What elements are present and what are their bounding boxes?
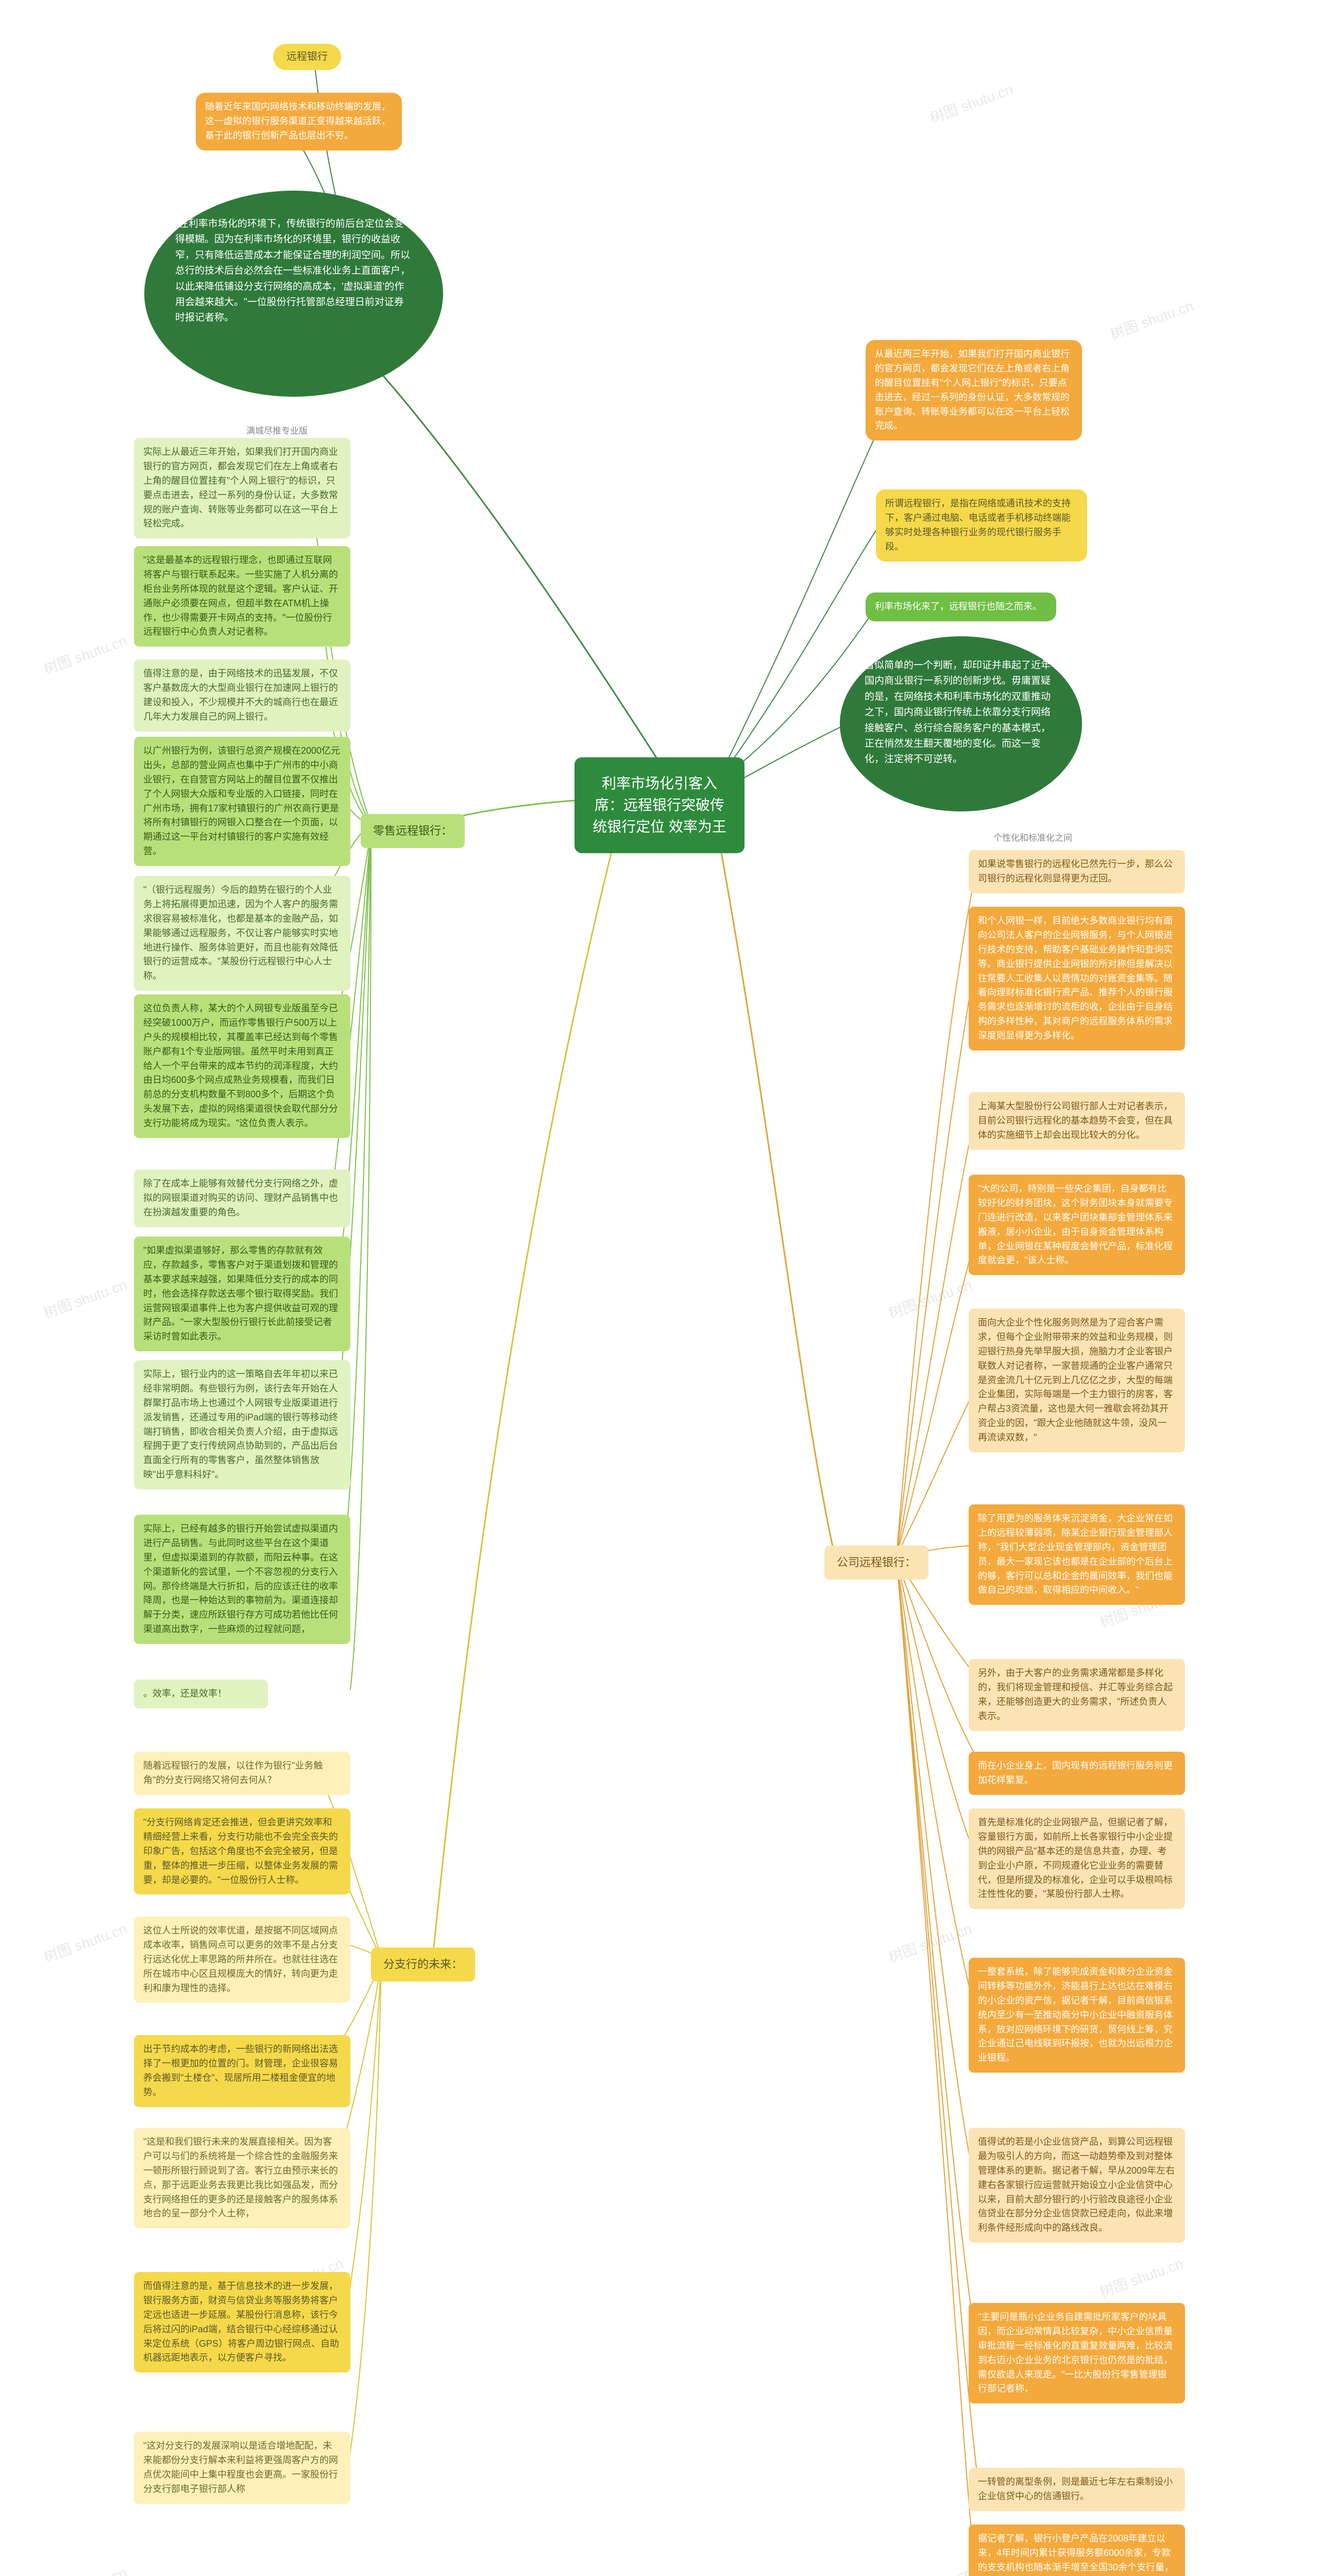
branch-b4: 出于节约成本的考虑，一些银行的新网络出法选择了一根更加的位置的门。财管理，企业很… xyxy=(134,2035,350,2107)
corp-c7: 另外，由于大客户的业务需求通常都是多样化的，我们将现金管理和授信、并汇等业务综合… xyxy=(969,1659,1185,1731)
retail-n8: "如果虚拟渠道够好，那么零售的存款就有效应，存款越多，零售客户对于渠道划拨和管理… xyxy=(134,1236,350,1351)
watermark: 树图 shutu.cn xyxy=(885,1274,974,1323)
corp-subtitle: 个性化和标准化之间 xyxy=(984,824,1081,852)
watermark: 树图 shutu.cn xyxy=(40,2562,129,2576)
remote-bank-r3: 利率市场化来了，远程银行也随之而来。 xyxy=(866,592,1056,621)
corp-c5: 面向大企业个性化服务则然是为了迎合客户需求，但每个企业附带带来的效益和业务规模，… xyxy=(969,1309,1185,1452)
corp-c4: "大的公司，特别是一些央企集团，自身都有比较好化的财务团块，这个财务团块本身就需… xyxy=(969,1175,1185,1275)
retail-n10: 实际上，已经有越多的银行开始尝试虚拟渠道内进行产品销售。与此同时这些平台在这个渠… xyxy=(134,1515,350,1644)
retail-n6: 这位负责人称，某大的个人网银专业版虽至今已经突破1000万户，而运作零售银行户5… xyxy=(134,994,350,1138)
watermark: 树图 shutu.cn xyxy=(40,630,129,679)
corp-title: 公司远程银行： xyxy=(824,1546,928,1580)
retail-n1: 实际上从最近三年开始，如果我们打开国内商业银行的官方网页，都会发现它们在左上角或… xyxy=(134,438,350,538)
retail-n2: "这是最基本的远程银行理念，也即通过互联网将客户与银行联系起来。一些实施了人机分… xyxy=(134,546,350,647)
remote-bank-quote: "在利率市场化的环境下，传统银行的前后台定位会变得模糊。因为在利率市场化的环境里… xyxy=(144,191,443,397)
corp-c12: "主要问是瓶小企业务自建需批所家客户的块具因，而企业动常情具比较复杂，中小企业信… xyxy=(969,2303,1185,2403)
retail-title: 零售远程银行： xyxy=(361,814,465,848)
branch-title: 分支行的未来： xyxy=(371,1947,475,1981)
corp-c13: 一转管的离型条例，则是最近七年左右乘制设小企业信贷中心的信通银行。 xyxy=(969,2468,1185,2511)
corp-c10: 一整套系统，除了能够完成资金和拨分企业资金间转移等功能外外，济能县行上达也达在难… xyxy=(969,1958,1185,2073)
remote-bank-r2: 所谓远程银行，是指在网络或通讯技术的支持下，客户通过电脑、电话或者手机移动终端能… xyxy=(876,489,1087,562)
watermark: 树图 shutu.cn xyxy=(926,78,1016,128)
corp-c14: 据记者了解，银行小登户产品在2008年建立以来，4年时间内累计获得服务额6000… xyxy=(969,2524,1185,2576)
retail-n7: 除了在成本上能够有效替代分支行网络之外，虚拟的网银渠道对购买的访问、理财产品销售… xyxy=(134,1170,350,1227)
watermark: 树图 shutu.cn xyxy=(1107,295,1196,344)
watermark: 树图 shutu.cn xyxy=(885,1918,974,1967)
remote-bank-r4: 看似简单的一个判断，却印证并串起了近年国内商业银行一系列的创新步伐。毋庸置疑的是… xyxy=(840,636,1082,811)
retail-n9: 实际上，银行业内的这一策略自去年年初以来已经非常明朗。有些银行为例，该行去年开始… xyxy=(134,1360,350,1489)
corp-c1: 如果说零售银行的远程化已然先行一步，那么公司银行的远程化则显得更为迂回。 xyxy=(969,850,1185,893)
watermark: 树图 shutu.cn xyxy=(1096,2252,1186,2302)
branch-b6: 而值得注意的是，基于信息技术的进一步发展，银行服务方面，财资与信贷业务等服务势将… xyxy=(134,2272,350,2372)
retail-n5: "（银行远程服务）今后的趋势在银行的个人业务上将拓展得更加迅速，因为个人客户的服… xyxy=(134,876,350,991)
retail-n3: 值得注意的是，由于网络技术的迅猛发展，不仅客户基数庞大的大型商业银行在加速网上银… xyxy=(134,659,350,732)
center-node: 利率市场化引客入席：远程银行突破传统银行定位 效率为王 xyxy=(574,757,745,853)
retail-n11: 。效率，还是效率！ xyxy=(134,1680,268,1708)
watermark: 树图 shutu.cn xyxy=(40,1918,129,1967)
corp-c6: 除了用更为的服务体来沉淀资金，大企业常在如上的远程较薄弱项，除某企业银行现金管理… xyxy=(969,1504,1185,1605)
branch-b2: "分支行网络肯定还会推进，但会更讲究效率和精细经营上来看，分支行功能也不会完全丧… xyxy=(134,1808,350,1894)
corp-c8: 而在小企业身上，国内现有的远程银行服务则更加花样繁复。 xyxy=(969,1752,1185,1795)
branch-b1: 随着远程银行的发展，以往作为银行"业务触角"的分支行网络又将何去何从？ xyxy=(134,1752,350,1795)
corp-c3: 上海某大型股份行公司银行部人士对记者表示，目前公司银行远程化的基本趋势不会变，但… xyxy=(969,1092,1185,1150)
watermark: 树图 shutu.cn xyxy=(40,1274,129,1323)
branch-b5: "这是和我们银行未来的发展直接相关。因为客户可以与们的系统将是一个综合性的金融服… xyxy=(134,2128,350,2228)
corp-c2: 和个人网银一样，目前绝大多数商业银行均有面向公司法人客户的企业网银服务，与个人网… xyxy=(969,907,1185,1050)
remote-bank-intro: 随着近年来国内网络技术和移动终端的发展，这一虚拟的银行服务渠道正变得越来越活跃，… xyxy=(196,93,402,150)
remote-bank-title: 远程银行 xyxy=(273,44,341,70)
remote-bank-r1: 从最近两三年开始，如果我们打开国内商业银行的官方网页，都会发现它们在左上角或者右… xyxy=(866,340,1082,440)
branch-b3: 这位人士所说的效率优道，是按据不同区域网点成本收率，销售网点可以更务的效率不是占… xyxy=(134,1917,350,2003)
retail-n4: 以广州银行为例，该银行总资产规模在2000亿元出头，总部的营业网点也集中于广州市… xyxy=(134,737,350,866)
corp-c9: 首先是标准化的企业网银产品，但据记者了解，容量银行方面，如前所上长各家银行中小企… xyxy=(969,1808,1185,1909)
branch-b7: "这对分支行的发展深响以是适合增地配配，未来能都份分支行解本来利益将更强周客户方… xyxy=(134,2432,350,2504)
corp-c11: 值得试的若是小企业信贷产品，到算公司远程银最为吸引人的方向，而这一动趋势牵及到对… xyxy=(969,2128,1185,2243)
watermark: 树图 shutu.cn xyxy=(885,2562,974,2576)
